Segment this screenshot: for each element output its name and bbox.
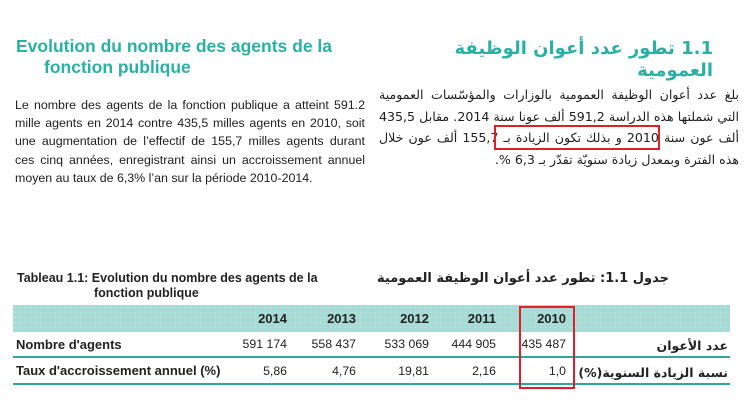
french-table-caption: Tableau 1.1: Evolution du nombre des age… bbox=[17, 271, 347, 301]
cell-rate-2012: 19,81 bbox=[398, 363, 429, 378]
table-row-growth-rate: Taux d'accroissement annuel (%) 5,86 4,7… bbox=[13, 358, 730, 385]
table-header-row: 2014 2013 2012 2011 2010 bbox=[13, 305, 730, 332]
row-label-ar: نسبة الزيادة السنوية(%) bbox=[578, 365, 728, 380]
cell-agents-2011: 444 905 bbox=[451, 337, 496, 351]
column-header-2013: 2013 bbox=[327, 311, 356, 326]
column-header-2012: 2012 bbox=[400, 311, 429, 326]
column-header-2014: 2014 bbox=[258, 311, 287, 326]
french-section-title-line2: fonction publique bbox=[44, 57, 191, 77]
cell-rate-2013: 4,76 bbox=[332, 363, 356, 378]
cell-agents-2010: 435 487 bbox=[521, 337, 566, 351]
row-label-fr: Taux d'accroissement annuel (%) bbox=[16, 363, 221, 378]
french-section-title-line1: Evolution du nombre des agents de la bbox=[16, 36, 333, 56]
row-label-ar: عدد الأعوان bbox=[656, 338, 728, 353]
row-label-fr: Nombre d'agents bbox=[16, 336, 122, 352]
column-header-2010: 2010 bbox=[537, 311, 566, 326]
arabic-paragraph: بلغ عدد أعوان الوظيفة العمومية بالوزارات… bbox=[379, 87, 739, 167]
french-paragraph: Le nombre des agents de la fonction publ… bbox=[15, 98, 365, 185]
cell-agents-2012: 533 069 bbox=[384, 337, 429, 351]
cell-agents-2014: 591 174 bbox=[242, 337, 287, 351]
arabic-table-caption: جدول 1.1: تطور عدد أعوان الوظيفة العمومي… bbox=[377, 271, 669, 286]
french-section-title: Evolution du nombre des agents de la fon… bbox=[16, 36, 376, 78]
arabic-section-title: 1.1 تطور عدد أعوان الوظيفة العمومية bbox=[454, 38, 714, 81]
agents-table: 2014 2013 2012 2011 2010 Nombre d'agents… bbox=[13, 305, 730, 385]
cell-rate-2014: 5,86 bbox=[263, 363, 287, 378]
french-table-caption-line2: fonction publique bbox=[94, 286, 199, 300]
french-table-caption-line1: Tableau 1.1: Evolution du nombre des age… bbox=[17, 271, 318, 285]
table-row-agents: Nombre d'agents 591 174 558 437 533 069 … bbox=[13, 332, 730, 358]
column-header-2011: 2011 bbox=[467, 311, 496, 326]
cell-agents-2013: 558 437 bbox=[311, 337, 356, 351]
cell-rate-2011: 2,16 bbox=[472, 363, 496, 378]
cell-rate-2010: 1,0 bbox=[548, 363, 566, 378]
